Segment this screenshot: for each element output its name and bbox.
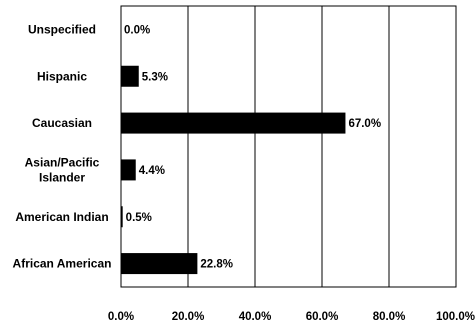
data-label: 4.4% — [139, 165, 165, 177]
bar-caucasian — [121, 112, 346, 134]
data-label: 5.3% — [142, 71, 168, 83]
gridlines — [187, 6, 390, 287]
category-label: Unspecified — [28, 22, 96, 36]
bar-african-american — [121, 253, 198, 275]
x-tick-label: 40.0% — [239, 311, 272, 323]
data-labels: 0.0% 5.3% 67.0% 4.4% 0.5% 22.8% — [124, 24, 381, 270]
data-label: 0.0% — [124, 24, 150, 36]
x-tick-label: 100.0% — [436, 311, 475, 323]
category-label: Asian/Pacific Islander — [25, 155, 100, 184]
data-label: 0.5% — [126, 212, 152, 224]
bars — [121, 65, 346, 275]
x-tick-labels: 0.0% 20.0% 40.0% 60.0% 80.0% 100.0% — [108, 311, 475, 323]
category-label: American Indian — [15, 210, 108, 224]
category-label: Caucasian — [32, 116, 92, 130]
x-tick-label: 80.0% — [373, 311, 406, 323]
data-label: 22.8% — [200, 259, 233, 271]
bar-asian-pacific-islander — [121, 159, 136, 181]
data-label: 67.0% — [348, 118, 381, 130]
plot-area — [120, 5, 457, 288]
category-label: African American — [13, 257, 112, 271]
category-labels: Unspecified Hispanic Caucasian Asian/Pacifi… — [13, 22, 112, 270]
category-label: Hispanic — [37, 69, 87, 83]
bar-american-indian — [121, 206, 123, 228]
bar-hispanic — [121, 65, 139, 87]
x-tick-label: 20.0% — [172, 311, 205, 323]
x-tick-label: 60.0% — [306, 311, 339, 323]
x-tick-label: 0.0% — [108, 311, 134, 323]
